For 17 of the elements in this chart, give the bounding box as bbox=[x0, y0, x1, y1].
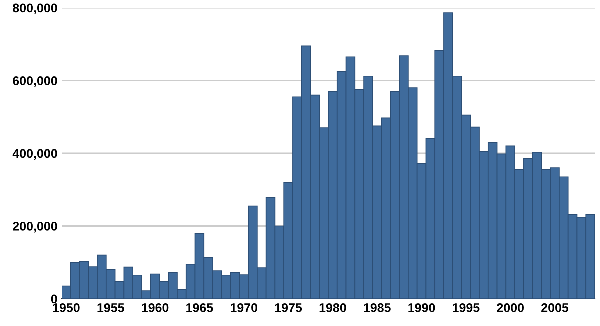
x-tick-label: 1950 bbox=[53, 303, 80, 312]
x-tick-label: 1960 bbox=[142, 303, 169, 312]
x-tick-label: 1985 bbox=[364, 303, 391, 312]
x-tick-label: 2000 bbox=[497, 303, 524, 312]
x-tick-label: 1965 bbox=[186, 303, 214, 312]
y-tick-label: 600,000 bbox=[13, 76, 58, 88]
x-tick-label: 1990 bbox=[408, 303, 436, 312]
x-tick-label: 1955 bbox=[98, 303, 124, 312]
x-tick-label: 1970 bbox=[230, 303, 258, 312]
y-tick-label: 800,000 bbox=[13, 4, 58, 14]
x-tick-label: 2005 bbox=[542, 303, 569, 312]
x-tick-label: 1975 bbox=[275, 303, 302, 312]
x-tick-label: 1995 bbox=[453, 303, 480, 312]
y-tick-label: 400,000 bbox=[12, 149, 58, 160]
y-tick-label: 200,000 bbox=[13, 222, 58, 233]
x-tick-label: 1980 bbox=[320, 303, 346, 312]
y-tick-label: 0 bbox=[51, 294, 58, 304]
